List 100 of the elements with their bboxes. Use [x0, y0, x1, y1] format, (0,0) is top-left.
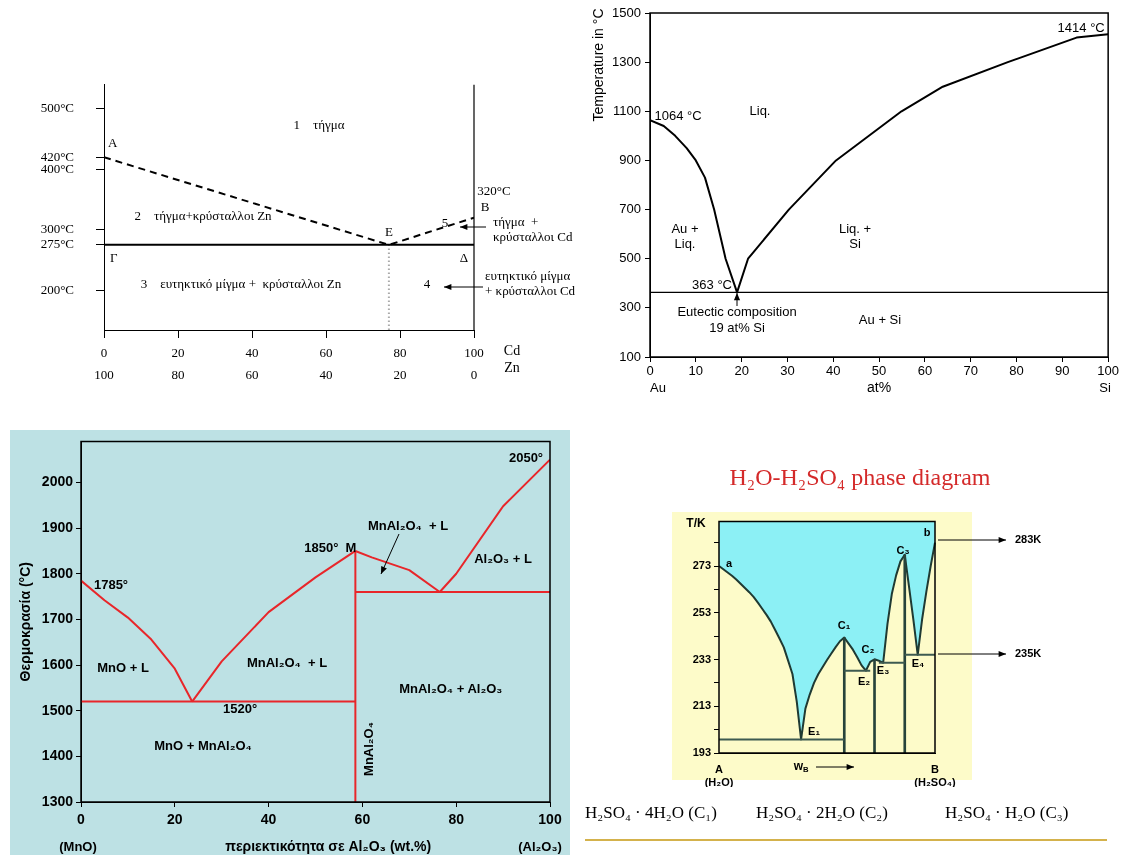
- y-tick-label: 2000: [41, 473, 74, 490]
- annotation: MnO + MnAl₂O₄: [154, 737, 252, 753]
- y-tick-label: 300: [619, 299, 641, 315]
- y-tick-label: 1300: [41, 792, 74, 809]
- annotation: E₁: [808, 725, 821, 738]
- annotation: Au + Liq.: [671, 220, 699, 252]
- x-tick-label: 0: [77, 811, 86, 828]
- annotation: E₄: [911, 657, 925, 670]
- text: ευτηκτικό μίγμα + κρύσταλλοι Cd: [485, 267, 576, 299]
- annotation: 5: [441, 215, 449, 231]
- annotation: B: [480, 199, 490, 215]
- annotation: 1064 °C: [654, 107, 702, 123]
- x-tick-label: 70: [963, 363, 978, 379]
- text: (Al₂O₃): [518, 838, 562, 854]
- annotation: 2 τήγμα+κρύσταλλοι Zn: [134, 208, 273, 224]
- annotation: C₂: [861, 643, 875, 656]
- x-tick-label: 60: [917, 363, 933, 379]
- text: 283K: [1015, 533, 1042, 546]
- text: H₂SO₄ · 2H₂O (C₂): [756, 803, 888, 823]
- x-tick-label: 80: [1009, 363, 1024, 379]
- annotation: 1785°: [93, 577, 129, 593]
- x-tick-label: 80: [393, 345, 407, 361]
- y-tick-label: 1500: [612, 4, 641, 20]
- annotation: Liq. + Si: [838, 220, 872, 252]
- annotation: Au + Si: [858, 311, 902, 327]
- annotation: E₂: [857, 675, 871, 688]
- y-tick-label: 233: [692, 652, 711, 665]
- text: τήγμα + κρύσταλλοι Cd: [493, 213, 574, 245]
- y-tick-label: 900: [619, 152, 641, 168]
- text: 235K: [1015, 647, 1042, 660]
- annotation: 3 ευτηκτικό μίγμα + κρύσταλλοι Zn: [140, 276, 342, 292]
- y-tick-label: 500°C: [40, 100, 74, 116]
- annotation: 1414 °C: [1057, 19, 1105, 35]
- annotation: A: [108, 134, 118, 150]
- annotation: MnAl₂O₄: [360, 722, 376, 776]
- x-tick-label: 100: [538, 811, 562, 828]
- x-tick-label: 30: [780, 363, 795, 379]
- annotation: b: [923, 526, 931, 539]
- y-tick-label: 213: [692, 699, 711, 712]
- y-tick-label: 1600: [41, 655, 74, 672]
- annotation: 1 τήγμα: [293, 117, 345, 133]
- annotation: 1520°: [223, 701, 258, 717]
- annotation: MnAl₂O₄ + L: [367, 517, 449, 533]
- y-axis-title: Temperature in °C: [589, 8, 606, 122]
- annotation: E: [384, 224, 393, 240]
- x-tick-label: 40: [260, 811, 277, 828]
- y-tick-label: 300°C: [40, 221, 74, 237]
- chart-title: H₂O-H₂SO₄ phase diagram: [728, 464, 992, 491]
- x-tick-label: 90: [1055, 363, 1070, 379]
- annotation: Eutectic composition 19 at% Si: [677, 304, 797, 335]
- text: H₂SO₄ · H₂O (C₃): [945, 803, 1069, 823]
- annotation: Δ: [459, 250, 469, 266]
- y-tick-label: 275°C: [40, 236, 74, 252]
- x-tick-label: 100: [464, 345, 484, 361]
- annotation: 4: [423, 276, 431, 292]
- y-tick-label: 700: [619, 201, 641, 217]
- x-tick-label: 10: [688, 363, 704, 379]
- y-tick-label: 200°C: [40, 281, 74, 297]
- y-tick-label: 1900: [41, 518, 74, 535]
- y-tick-label: 1500: [41, 701, 74, 718]
- x-tick-label: 0: [646, 363, 654, 379]
- x-axis-title: Cd: [503, 342, 521, 358]
- annotation: 1850° M: [304, 539, 357, 555]
- text: (MnO): [59, 838, 97, 854]
- x-tick-label: 20: [167, 811, 183, 828]
- text: H₂SO₄ · 4H₂O (C₁): [585, 803, 717, 823]
- x2-axis-title: Zn: [504, 359, 520, 375]
- y-tick-label: 500: [619, 250, 641, 266]
- annotation: E₃: [876, 664, 890, 677]
- y-tick-label: 273: [692, 559, 711, 572]
- annotation: MnO + L: [97, 659, 149, 675]
- annotation: C₁: [837, 619, 851, 632]
- y-tick-label: 1100: [613, 102, 641, 118]
- y-tick-label: 1700: [41, 610, 74, 627]
- y-tick-label: 253: [692, 605, 711, 618]
- annotation: Liq.: [749, 102, 771, 118]
- y-axis-title: T/K: [686, 516, 706, 531]
- x-tick-label: 20: [734, 363, 749, 379]
- x-tick-label: 40: [826, 363, 841, 379]
- annotation: a: [725, 557, 733, 570]
- y-axis-title: Θερμοκρασία (°C): [16, 562, 33, 682]
- text: Au: [650, 379, 666, 395]
- y-tick-label: 1400: [41, 747, 74, 764]
- annotation: 2050°: [508, 450, 544, 466]
- x-tick-label: 40: [245, 345, 259, 361]
- x-tick-label: 60: [354, 811, 371, 828]
- x-tick-label: 80: [448, 811, 465, 828]
- x-tick-label: 50: [871, 363, 887, 379]
- annotation: MnAl₂O₄ + Al₂O₃: [399, 680, 503, 696]
- y-tick-label: 1300: [612, 53, 641, 69]
- text: Si: [1099, 379, 1111, 395]
- x-tick-label: 0: [100, 345, 108, 361]
- x-tick-label: 100: [1097, 363, 1120, 379]
- annotation: C₃: [896, 544, 910, 557]
- x-axis-title: at%: [867, 378, 892, 395]
- x-axis-title: περιεκτικότητα σε Al₂O₃ (wt.%): [225, 837, 432, 854]
- x-tick-label: 20: [171, 345, 185, 361]
- y-tick-label: 1800: [41, 564, 74, 581]
- y-tick-label: 193: [692, 746, 711, 759]
- annotation: 363 °C: [692, 276, 732, 292]
